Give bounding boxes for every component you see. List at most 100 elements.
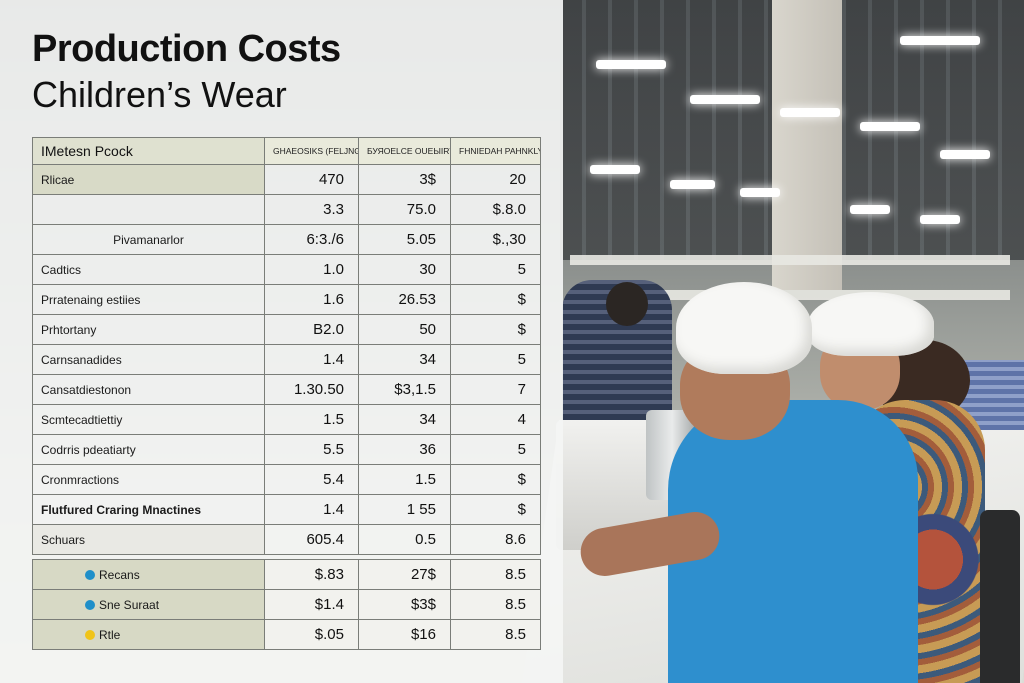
row-label: Prratenaing estiies bbox=[32, 284, 265, 315]
table-cell: $1.4 bbox=[264, 589, 359, 620]
ceiling-light bbox=[780, 108, 840, 117]
table-cell: 7 bbox=[450, 374, 541, 405]
table-cell: 605.4 bbox=[264, 524, 359, 555]
column-header: БУЯОЕLCE OUЕЫIRY bbox=[358, 137, 451, 165]
ceiling-light bbox=[850, 205, 890, 214]
row-label: Prhtortany bbox=[32, 314, 265, 345]
table-cell: 20 bbox=[450, 164, 541, 195]
table-cell: 6:3./6 bbox=[264, 224, 359, 255]
table-cell: 5 bbox=[450, 254, 541, 285]
page-title: Production Costs bbox=[32, 28, 341, 70]
legend-label-cell: Rtle bbox=[32, 619, 265, 650]
table-row: Prhtortany B2.0 50 $ bbox=[32, 314, 541, 345]
table-cell: $ bbox=[450, 464, 541, 495]
ceiling-light bbox=[596, 60, 666, 69]
ceiling-light bbox=[740, 188, 780, 197]
table-cell: 3.3 bbox=[264, 194, 359, 225]
row-label: Cansatdiestonon bbox=[32, 374, 265, 405]
table-cell: 1.30.50 bbox=[264, 374, 359, 405]
table-cell: 1.4 bbox=[264, 344, 359, 375]
table-row: 3.3 75.0 $.8.0 bbox=[32, 194, 541, 225]
table-cell: $ bbox=[450, 314, 541, 345]
legend-dot-icon bbox=[85, 570, 95, 580]
table-cell: 8.5 bbox=[450, 619, 541, 650]
table-cell: 5.5 bbox=[264, 434, 359, 465]
table-cell: 8.5 bbox=[450, 589, 541, 620]
row-label: Pivamanarlor bbox=[32, 224, 265, 255]
table-cell: 1.0 bbox=[264, 254, 359, 285]
ceiling-light bbox=[670, 180, 715, 189]
table-cell: 36 bbox=[358, 434, 451, 465]
girl-cap bbox=[808, 292, 934, 356]
chair bbox=[980, 510, 1020, 683]
table-cell: 8.6 bbox=[450, 524, 541, 555]
ceiling-light bbox=[940, 150, 990, 159]
table-cell: $16 bbox=[358, 619, 451, 650]
legend-row: Sne Suraat $1.4 $3$ 8.5 bbox=[32, 589, 541, 620]
legend-dot-icon bbox=[85, 600, 95, 610]
row-label: Schuars bbox=[32, 524, 265, 555]
background-worker-head bbox=[606, 282, 648, 326]
table-row: Rlicae 470 3$ 20 bbox=[32, 164, 541, 195]
table-cell: 4 bbox=[450, 404, 541, 435]
table-cell: $.05 bbox=[264, 619, 359, 650]
table-cell: 27$ bbox=[358, 559, 451, 590]
legend-label: Recans bbox=[99, 567, 140, 582]
column-header: FHNIEDAH PAHNKLY bbox=[450, 137, 541, 165]
table-cell: 50 bbox=[358, 314, 451, 345]
legend-label-cell: Sne Suraat bbox=[32, 589, 265, 620]
table-cell: 8.5 bbox=[450, 559, 541, 590]
table-cell: 1.5 bbox=[358, 464, 451, 495]
table-row: Flutfured Craring Mnactines 1.4 1 55 $ bbox=[32, 494, 541, 525]
ceiling-light bbox=[920, 215, 960, 224]
table-header-row: IMetesn Pcock GHAEOSIKS (FELJNGW БУЯОЕLC… bbox=[32, 137, 541, 165]
table-cell: 1.6 bbox=[264, 284, 359, 315]
legend-label: Sne Suraat bbox=[99, 597, 160, 612]
row-label: Flutfured Craring Mnactines bbox=[32, 494, 265, 525]
table-row: Cansatdiestonon 1.30.50 $3,1.5 7 bbox=[32, 374, 541, 405]
table-row: Prratenaing estiies 1.6 26.53 $ bbox=[32, 284, 541, 315]
table-cell: 1.5 bbox=[264, 404, 359, 435]
ceiling-light bbox=[860, 122, 920, 131]
ceiling-light bbox=[590, 165, 640, 174]
table-cell: $ bbox=[450, 284, 541, 315]
table-cell: 0.5 bbox=[358, 524, 451, 555]
row-label: Cronmractions bbox=[32, 464, 265, 495]
legend-label-cell: Recans bbox=[32, 559, 265, 590]
table-cell: $3$ bbox=[358, 589, 451, 620]
table-row: Scmtecadtiettiy 1.5 34 4 bbox=[32, 404, 541, 435]
table-cell: $ bbox=[450, 494, 541, 525]
column-header: GHAEOSIKS (FELJNGW bbox=[264, 137, 359, 165]
table-cell: 34 bbox=[358, 344, 451, 375]
table-cell: $3,1.5 bbox=[358, 374, 451, 405]
table-row: Cronmractions 5.4 1.5 $ bbox=[32, 464, 541, 495]
table-cell: 75.0 bbox=[358, 194, 451, 225]
row-label: Cadtics bbox=[32, 254, 265, 285]
table-row: Schuars 605.4 0.5 8.6 bbox=[32, 524, 541, 555]
row-label: Scmtecadtiettiy bbox=[32, 404, 265, 435]
table-cell: B2.0 bbox=[264, 314, 359, 345]
table-cell: 30 bbox=[358, 254, 451, 285]
table-cell: 470 bbox=[264, 164, 359, 195]
table-cell: 5.4 bbox=[264, 464, 359, 495]
ceiling-light bbox=[900, 36, 980, 45]
row-label: Codrris pdeatiarty bbox=[32, 434, 265, 465]
table-cell: 5 bbox=[450, 344, 541, 375]
boy-cap bbox=[676, 282, 812, 374]
legend-row: Rtle $.05 $16 8.5 bbox=[32, 619, 541, 650]
table-cell: 5 bbox=[450, 434, 541, 465]
table-cell: 34 bbox=[358, 404, 451, 435]
table-cell: 1 55 bbox=[358, 494, 451, 525]
row-label: Carnsanadides bbox=[32, 344, 265, 375]
cost-table: IMetesn Pcock GHAEOSIKS (FELJNGW БУЯОЕLC… bbox=[32, 137, 541, 650]
legend-label: Rtle bbox=[99, 627, 121, 642]
table-row: Pivamanarlor 6:3./6 5.05 $.,30 bbox=[32, 224, 541, 255]
table-cell: 3$ bbox=[358, 164, 451, 195]
legend-dot-icon bbox=[85, 630, 95, 640]
legend-row: Recans $.83 27$ 8.5 bbox=[32, 559, 541, 590]
row-label: Rlicae bbox=[32, 164, 265, 195]
table-row: Carnsanadides 1.4 34 5 bbox=[32, 344, 541, 375]
workbench-row bbox=[570, 255, 1010, 265]
table-cell: $.83 bbox=[264, 559, 359, 590]
page-subtitle: Children’s Wear bbox=[32, 74, 287, 115]
